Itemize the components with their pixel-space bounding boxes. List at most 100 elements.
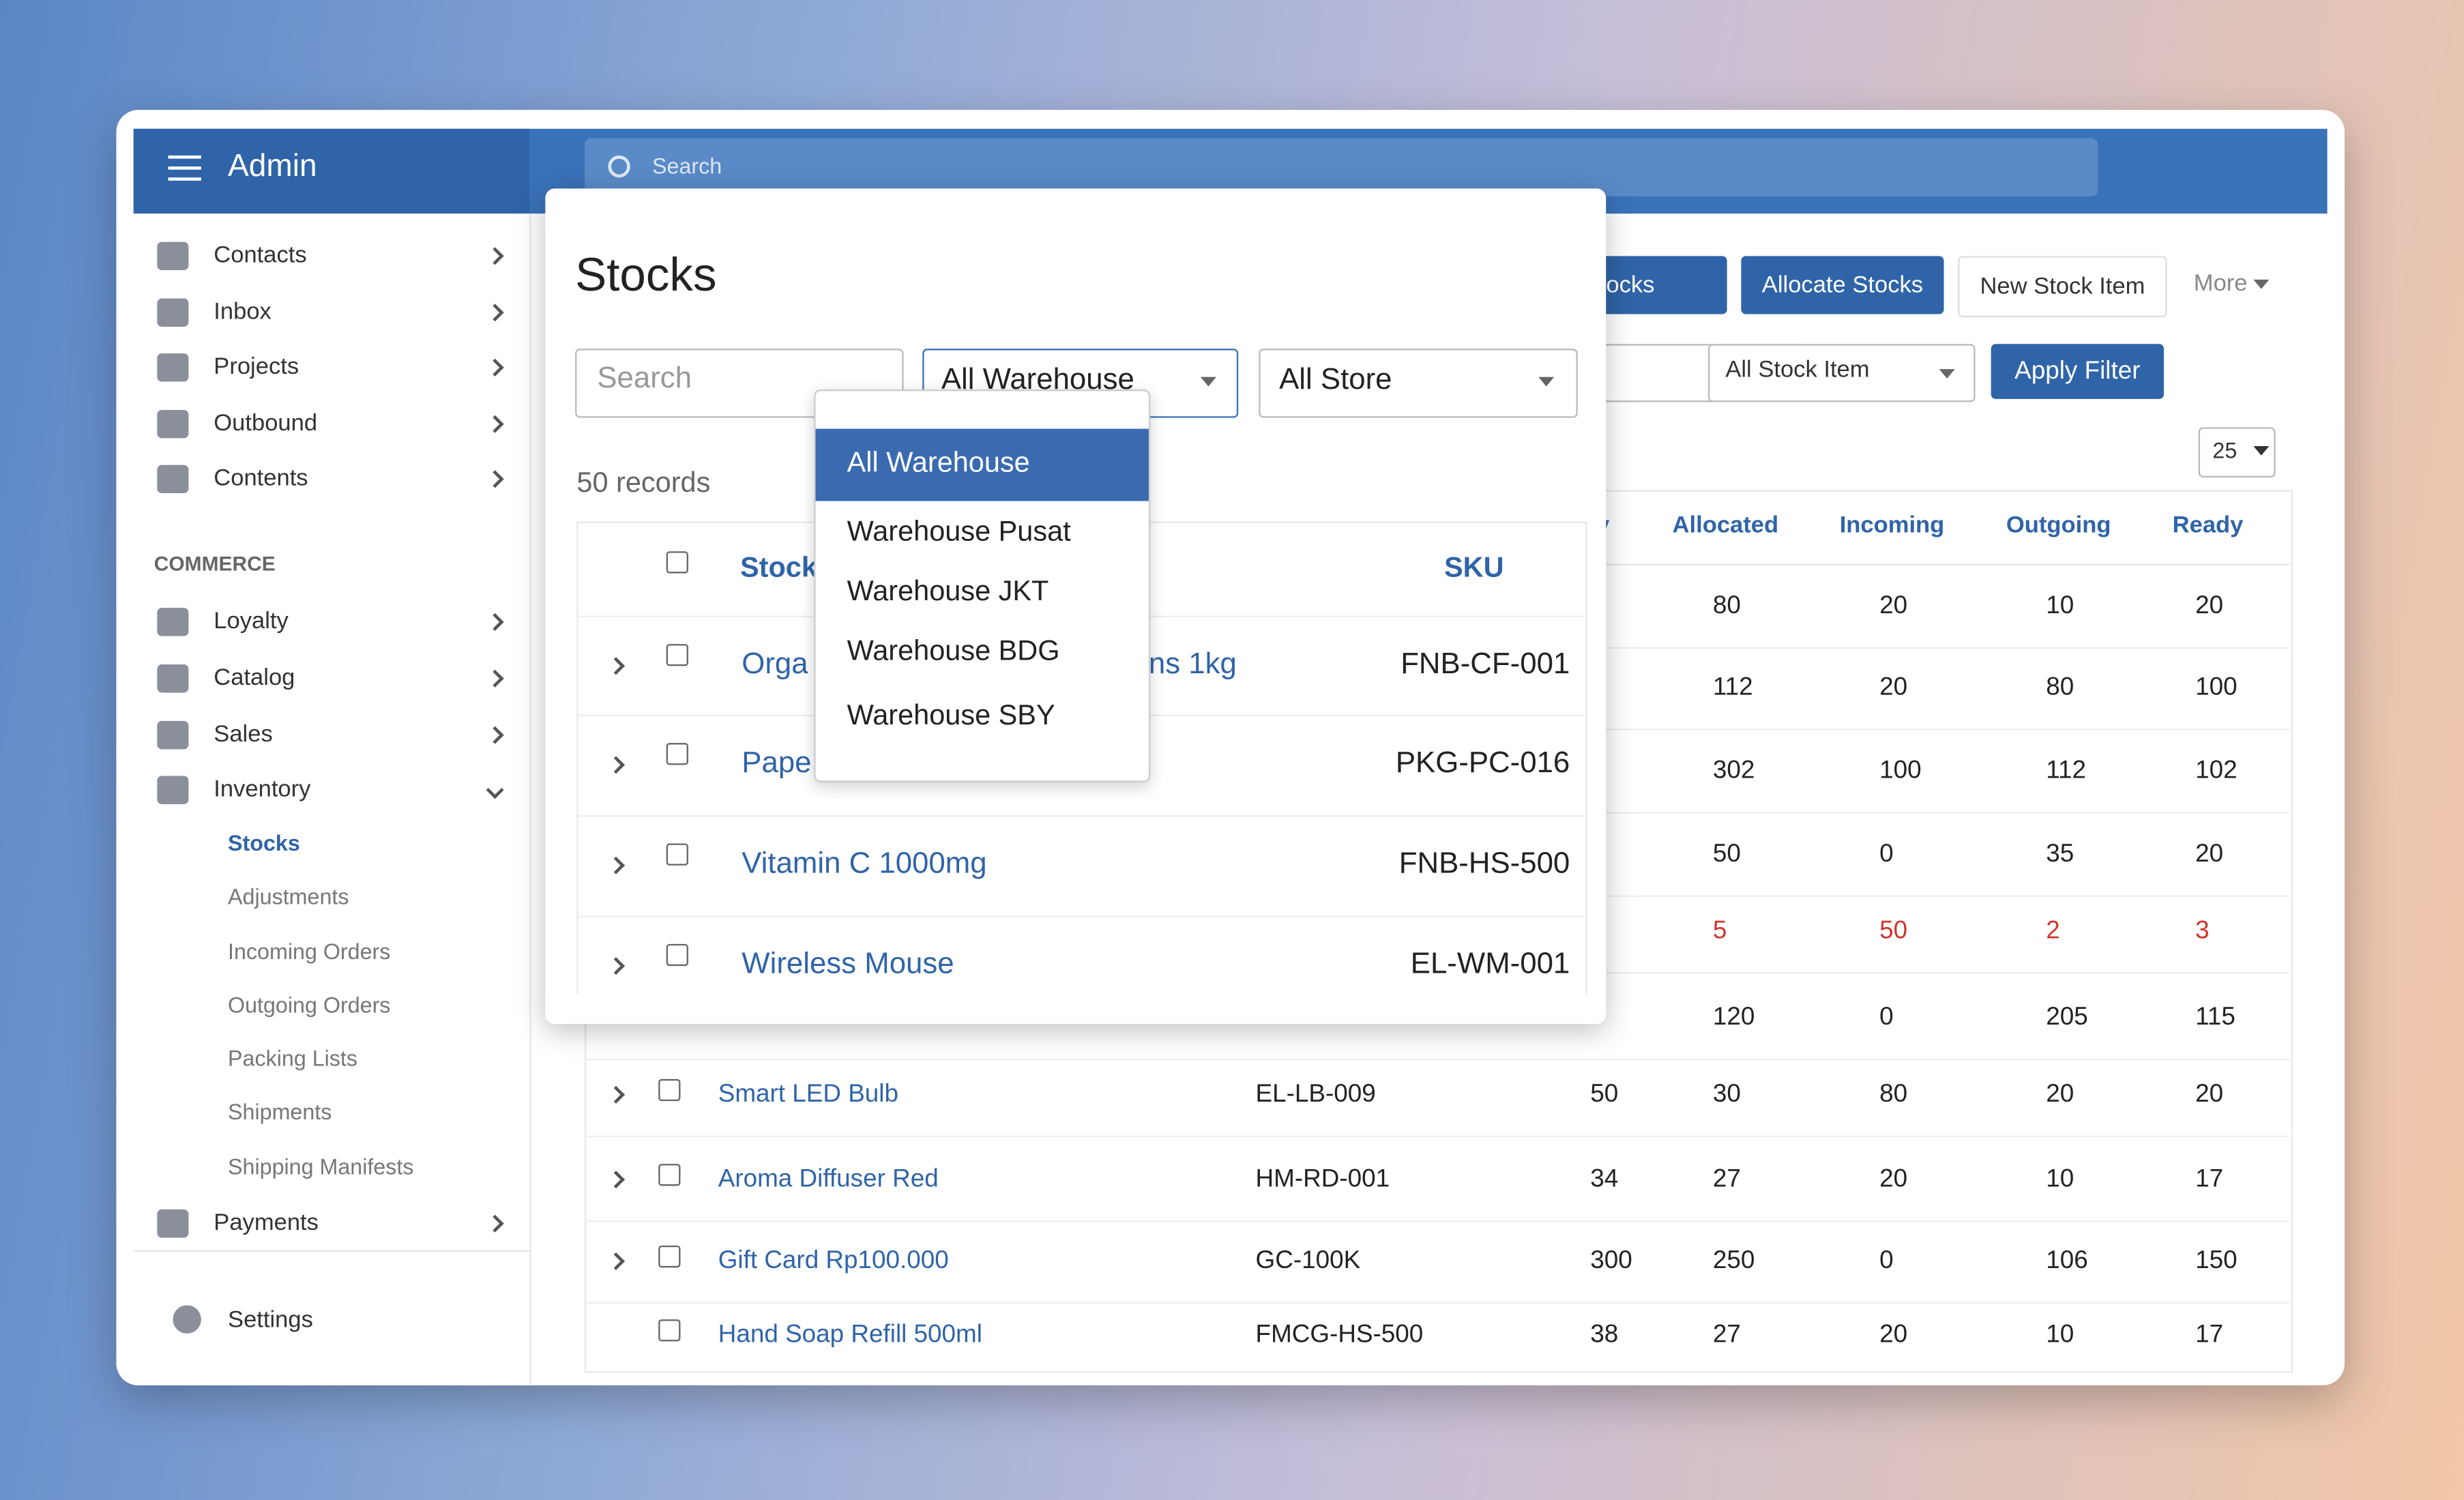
- dropdown-option[interactable]: All Warehouse: [847, 446, 1030, 478]
- cell-outgoing: 10: [2046, 593, 2074, 620]
- cell-incoming: 20: [1879, 674, 1908, 701]
- store-select[interactable]: [1259, 349, 1578, 418]
- menu-icon: [157, 1209, 189, 1238]
- caret: [2253, 445, 2270, 456]
- expand-chevron[interactable]: [606, 657, 626, 675]
- cell-allocated: 50: [1712, 840, 1741, 868]
- menu-item[interactable]: Settings: [228, 1306, 313, 1334]
- menu-item[interactable]: Inventory: [214, 776, 311, 803]
- menu-icon: [157, 241, 189, 271]
- cell-incoming: 80: [1879, 1081, 1908, 1108]
- option-highlight: [815, 428, 1149, 501]
- sku: EL-WM-001: [1410, 947, 1570, 982]
- cell-ready: 100: [2195, 674, 2238, 701]
- cell-allocated: 250: [1712, 1248, 1755, 1275]
- submenu-item[interactable]: Outgoing Orders: [228, 992, 391, 1018]
- expand-chevron[interactable]: [606, 856, 626, 874]
- row-checkbox[interactable]: [666, 644, 688, 666]
- apply-button[interactable]: Apply Filter: [1991, 344, 2165, 399]
- more-button[interactable]: More: [2193, 270, 2248, 297]
- dropdown-option[interactable]: Warehouse Pusat: [847, 515, 1071, 547]
- submenu-item[interactable]: Adjustments: [228, 883, 349, 909]
- menu-item[interactable]: Inbox: [214, 298, 272, 325]
- warehouse-dropdown: All Warehouse Warehouse Pusat Warehouse JK…: [814, 389, 1151, 782]
- cell-ready: 20: [2195, 1081, 2224, 1108]
- search-icon: [608, 155, 630, 178]
- menu-icon[interactable]: [168, 177, 201, 181]
- settings-icon: [173, 1305, 201, 1334]
- expand-chevron[interactable]: [606, 756, 626, 774]
- cell-incoming: 20: [1879, 1321, 1908, 1349]
- stock-name[interactable]: Aroma Diffuser Red: [718, 1166, 939, 1193]
- page-size-text: 25: [2212, 437, 2238, 463]
- menu-icon: [157, 664, 189, 693]
- caret: [1200, 377, 1216, 387]
- cell-outgoing: 205: [2046, 1004, 2088, 1031]
- cell-allocated: 120: [1712, 1004, 1755, 1031]
- row-checkbox[interactable]: [658, 1245, 681, 1268]
- menu-item[interactable]: Sales: [214, 720, 273, 748]
- stock-name[interactable]: Wireless Mouse: [742, 947, 954, 982]
- stock-name[interactable]: Vitamin C 1000mg: [742, 847, 987, 881]
- filter-text: All Stock Item: [1725, 356, 1870, 383]
- menu-item[interactable]: Projects: [214, 353, 299, 381]
- submenu-item[interactable]: Shipments: [228, 1098, 332, 1124]
- sku: GC-100K: [1255, 1248, 1361, 1275]
- submenu-item[interactable]: Shipping Manifests: [228, 1153, 414, 1179]
- column-header[interactable]: Allocated: [1672, 512, 1779, 539]
- row-checkbox[interactable]: [666, 943, 688, 967]
- cell-incoming: 20: [1879, 593, 1908, 620]
- stock-name[interactable]: Pape: [742, 747, 812, 780]
- stock-name-tail[interactable]: ns 1kg: [1148, 648, 1237, 681]
- sku: FNB-CF-001: [1400, 648, 1570, 681]
- menu-item[interactable]: Contacts: [214, 241, 307, 269]
- column-header[interactable]: SKU: [1443, 551, 1504, 583]
- row-line: [584, 1302, 2290, 1304]
- select-all[interactable]: [666, 551, 688, 574]
- row-checkbox[interactable]: [658, 1164, 681, 1186]
- dropdown-option[interactable]: Warehouse JKT: [847, 575, 1049, 607]
- cell-ready: 20: [2195, 593, 2224, 620]
- row-checkbox[interactable]: [666, 743, 688, 765]
- cell-allocated: 5: [1712, 917, 1727, 945]
- filter-select[interactable]: [1707, 344, 1976, 402]
- cell-qty: 50: [1590, 1081, 1619, 1108]
- menu-item[interactable]: Payments: [214, 1209, 319, 1237]
- row-line: [578, 815, 1586, 817]
- cell-incoming: 50: [1879, 917, 1908, 945]
- stock-name[interactable]: Hand Soap Refill 500ml: [718, 1321, 982, 1349]
- cell-qty: 34: [1590, 1166, 1619, 1193]
- stock-name[interactable]: Orga: [742, 648, 808, 681]
- menu-icon[interactable]: [168, 155, 201, 159]
- cell-outgoing: 112: [2046, 757, 2087, 784]
- row-line: [584, 1220, 2290, 1222]
- row-checkbox[interactable]: [658, 1319, 681, 1342]
- column-header[interactable]: Stock: [739, 551, 817, 583]
- cell-allocated: 30: [1712, 1081, 1741, 1108]
- menu-item[interactable]: Catalog: [214, 664, 295, 692]
- submenu-item[interactable]: Stocks: [228, 830, 300, 856]
- toolbar-button[interactable]: New Stock Item: [1958, 256, 2167, 318]
- submenu-item[interactable]: Incoming Orders: [228, 939, 391, 964]
- cell-incoming: 0: [1879, 1004, 1894, 1031]
- menu-item[interactable]: Outbound: [214, 409, 318, 437]
- submenu-item[interactable]: Packing Lists: [228, 1045, 358, 1071]
- row-checkbox[interactable]: [666, 843, 688, 866]
- dropdown-option[interactable]: Warehouse BDG: [847, 634, 1060, 666]
- menu-item[interactable]: Contents: [214, 465, 308, 492]
- toolbar-button[interactable]: Allocate Stocks: [1741, 256, 1944, 314]
- stock-name[interactable]: Smart LED Bulb: [718, 1081, 898, 1108]
- row-checkbox[interactable]: [658, 1078, 681, 1102]
- stock-name[interactable]: Gift Card Rp100.000: [718, 1248, 949, 1275]
- menu-item[interactable]: Loyalty: [214, 608, 289, 635]
- sku: FMCG-HS-500: [1255, 1321, 1424, 1349]
- dropdown-option[interactable]: Warehouse SBY: [847, 699, 1055, 731]
- menu-icon[interactable]: [168, 166, 201, 170]
- column-header[interactable]: Outgoing: [2006, 512, 2111, 539]
- expand-chevron[interactable]: [606, 957, 626, 975]
- cell-ready: 115: [2195, 1004, 2235, 1031]
- column-header[interactable]: Ready: [2172, 512, 2244, 539]
- column-header[interactable]: Incoming: [1839, 512, 1945, 539]
- search-bar[interactable]: [584, 138, 2098, 196]
